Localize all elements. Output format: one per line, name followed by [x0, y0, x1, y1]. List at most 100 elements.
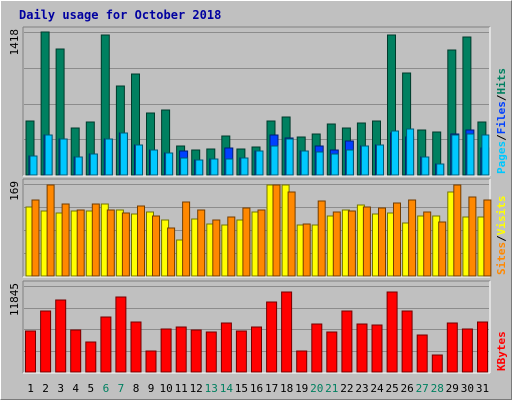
bar-sites-day-14 [227, 216, 236, 277]
bar-sites-day-24 [378, 207, 386, 277]
x-tick-label: 29 [446, 382, 459, 395]
bar-pages-day-30 [466, 133, 475, 176]
bar-pages-day-2 [44, 134, 53, 176]
bar-kbytes-day-6 [100, 316, 112, 373]
bar-sites-day-29 [453, 184, 462, 277]
bar-sites-day-25 [393, 202, 401, 277]
bar-sites-day-12 [197, 209, 206, 277]
bar-kbytes-day-5 [85, 341, 97, 373]
bar-kbytes-day-3 [55, 299, 67, 373]
bar-pages-day-29 [451, 134, 460, 176]
legend-kbytes: KBytes [495, 331, 508, 371]
bar-sites-day-18 [287, 191, 296, 277]
x-tick-label: 30 [461, 382, 474, 395]
bar-sites-day-9 [152, 215, 160, 277]
bar-pages-day-11 [180, 157, 189, 176]
legend-hits: Pages/Files/Hits [495, 68, 508, 174]
x-tick-label: 27 [416, 382, 429, 395]
legend-visits: Sites/Visits [495, 196, 508, 276]
bar-pages-day-10 [165, 152, 174, 176]
x-tick-label: 6 [103, 382, 110, 395]
bar-kbytes-day-30 [461, 328, 473, 373]
x-tick-label: 31 [476, 382, 489, 395]
x-tick-label: 19 [295, 382, 308, 395]
bar-kbytes-day-21 [326, 331, 338, 373]
bar-sites-day-28 [438, 221, 447, 277]
x-tick-label: 26 [400, 382, 413, 395]
x-tick-label: 24 [370, 382, 384, 395]
bar-kbytes-day-27 [416, 334, 428, 373]
series-sites [31, 184, 492, 277]
series-pages [29, 128, 490, 176]
bar-kbytes-day-17 [266, 301, 278, 373]
bar-kbytes-day-24 [371, 324, 383, 373]
bar-sites-day-30 [468, 196, 477, 277]
bar-pages-day-25 [391, 130, 399, 176]
bar-pages-day-4 [74, 156, 83, 176]
bar-sites-day-6 [106, 209, 115, 277]
bar-pages-day-1 [29, 155, 38, 176]
bar-pages-day-3 [59, 138, 68, 176]
legend-sites: Sites [495, 242, 508, 275]
bar-pages-day-15 [240, 157, 249, 176]
bar-pages-day-20 [315, 151, 324, 176]
bar-kbytes-day-16 [251, 326, 262, 373]
x-tick-label: 3 [57, 382, 64, 395]
bar-kbytes-day-23 [356, 323, 368, 373]
bar-pages-day-27 [421, 156, 430, 176]
legend-kbytes: KBytes [495, 331, 508, 371]
x-tick-label: 13 [205, 382, 218, 395]
bar-pages-day-6 [104, 138, 113, 176]
x-tick-label: 17 [265, 382, 278, 395]
bar-pages-day-5 [89, 153, 98, 176]
bars-hits [25, 31, 490, 176]
bar-pages-day-23 [360, 145, 369, 176]
bar-kbytes-day-10 [160, 328, 172, 373]
x-tick-label: 14 [220, 382, 234, 395]
bar-kbytes-day-18 [281, 291, 293, 373]
bar-pages-day-12 [195, 159, 204, 176]
bar-sites-day-22 [347, 210, 356, 277]
bar-kbytes-day-11 [175, 326, 187, 373]
bars-visits [25, 184, 492, 277]
bar-sites-day-15 [242, 207, 251, 277]
x-tick-label: 22 [340, 382, 353, 395]
x-tick-label: 21 [325, 382, 338, 395]
x-tick-label: 2 [42, 382, 49, 395]
bar-sites-day-1 [31, 199, 40, 277]
bars-kbytes [25, 291, 488, 373]
bar-kbytes-day-26 [401, 310, 413, 373]
bar-kbytes-day-15 [235, 330, 247, 373]
bar-sites-day-23 [362, 206, 371, 277]
bar-sites-day-3 [61, 203, 70, 277]
bar-sites-day-21 [332, 211, 341, 277]
bar-kbytes-day-29 [446, 322, 458, 373]
bar-kbytes-day-4 [70, 329, 82, 373]
bar-kbytes-day-2 [40, 310, 52, 373]
bar-pages-day-16 [255, 150, 264, 176]
bar-pages-day-13 [210, 158, 219, 176]
panel-hits: 1418 Pages/Files/Hits [8, 26, 508, 177]
x-tick-label: 4 [72, 382, 79, 395]
bar-pages-day-31 [481, 134, 490, 176]
x-tick-label: 8 [133, 382, 140, 395]
ymax-label-kbytes: 11845 [8, 283, 21, 316]
bar-pages-day-18 [285, 138, 294, 176]
bar-kbytes-day-12 [190, 329, 202, 373]
bar-sites-day-13 [212, 219, 221, 277]
bar-pages-day-14 [225, 158, 234, 176]
bar-kbytes-day-19 [296, 350, 308, 373]
bar-sites-day-10 [167, 227, 176, 277]
x-tick-label: 7 [118, 382, 125, 395]
bar-pages-day-9 [150, 149, 158, 176]
bar-sites-day-11 [182, 201, 191, 277]
ymax-label-hits: 1418 [8, 29, 21, 56]
bar-pages-day-24 [376, 144, 384, 176]
legend-visits: Visits [495, 196, 508, 236]
bar-pages-day-22 [345, 149, 354, 176]
bar-pages-day-8 [135, 144, 143, 176]
x-tick-label: 16 [250, 382, 263, 395]
x-tick-label: 15 [235, 382, 248, 395]
legend-separator: / [495, 134, 508, 141]
